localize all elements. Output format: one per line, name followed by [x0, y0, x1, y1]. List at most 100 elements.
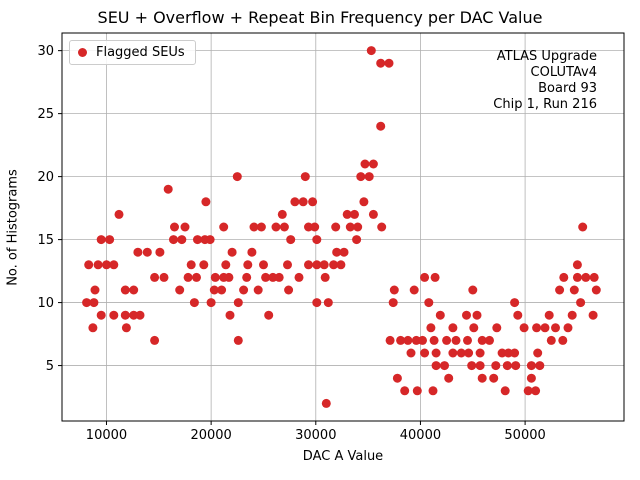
data-point	[448, 323, 458, 333]
data-point	[312, 235, 322, 245]
data-point	[84, 260, 94, 270]
data-point	[523, 386, 533, 396]
data-point	[227, 247, 237, 257]
data-point	[352, 235, 362, 245]
data-point	[440, 361, 449, 371]
data-point	[510, 298, 520, 308]
data-point	[155, 247, 165, 257]
data-point	[321, 398, 331, 408]
data-point	[233, 298, 243, 308]
data-point	[93, 260, 103, 270]
data-point	[424, 298, 434, 308]
annotation-block: ATLAS Upgrade COLUTAv4 Board 93 Chip 1, …	[493, 49, 597, 113]
data-point	[591, 285, 601, 295]
data-point	[336, 260, 346, 270]
data-point	[205, 235, 215, 245]
data-point	[96, 235, 106, 245]
data-point	[243, 260, 253, 270]
legend-marker-icon	[78, 48, 87, 57]
data-point	[277, 209, 287, 219]
data-point	[332, 247, 342, 257]
data-point	[350, 209, 359, 219]
data-point	[396, 335, 406, 345]
data-point	[475, 361, 485, 371]
annotation-line: Chip 1, Run 216	[493, 97, 597, 112]
data-point	[544, 310, 554, 320]
y-tick-label: 25	[37, 107, 54, 122]
data-point	[175, 285, 185, 295]
data-point	[469, 323, 479, 333]
data-point	[364, 172, 374, 182]
data-point	[428, 386, 438, 396]
data-point	[312, 298, 322, 308]
data-point	[464, 348, 474, 358]
data-point	[559, 272, 569, 282]
data-point	[551, 323, 560, 333]
data-point	[284, 285, 294, 295]
data-point	[312, 260, 322, 270]
data-point	[342, 209, 352, 219]
data-point	[163, 184, 173, 194]
data-point	[150, 335, 160, 345]
data-point	[142, 247, 152, 257]
data-point	[183, 272, 193, 282]
data-point	[467, 361, 477, 371]
data-point	[388, 298, 398, 308]
data-point	[331, 222, 341, 232]
data-point	[300, 172, 310, 182]
data-point	[120, 285, 130, 295]
data-point	[129, 310, 139, 320]
data-point	[572, 272, 582, 282]
data-point	[193, 235, 202, 245]
data-point	[308, 197, 318, 207]
data-point	[456, 348, 466, 358]
chart-title: SEU + Overflow + Repeat Bin Frequency pe…	[97, 8, 543, 27]
data-point	[569, 285, 579, 295]
x-tick-label: 20000	[190, 428, 231, 443]
data-point	[133, 247, 143, 257]
data-point	[376, 121, 386, 131]
data-point	[360, 159, 370, 169]
data-point	[497, 348, 507, 358]
data-point	[88, 323, 98, 333]
data-point	[209, 285, 219, 295]
y-axis-label: No. of Histograms	[5, 169, 21, 286]
data-point	[210, 272, 220, 282]
data-point	[192, 272, 201, 282]
data-point	[253, 285, 263, 295]
data-point	[109, 260, 119, 270]
data-point	[290, 197, 300, 207]
annotation-line: Board 93	[538, 81, 597, 96]
data-point	[259, 260, 268, 270]
x-axis-label: DAC A Value	[302, 449, 384, 464]
data-point	[239, 285, 249, 295]
data-point	[206, 298, 216, 308]
data-point	[435, 310, 445, 320]
data-point	[359, 197, 369, 207]
y-tick-label: 5	[46, 359, 54, 374]
data-point	[535, 361, 545, 371]
data-point	[472, 310, 482, 320]
data-point	[411, 335, 421, 345]
data-point	[477, 373, 487, 383]
data-point	[477, 335, 487, 345]
data-point	[221, 260, 231, 270]
data-point	[135, 310, 145, 320]
data-point	[555, 285, 565, 295]
data-point	[129, 285, 139, 295]
data-point	[261, 272, 271, 282]
data-point	[489, 373, 499, 383]
data-point	[532, 323, 542, 333]
axes-frame	[61, 32, 625, 422]
data-point	[256, 222, 266, 232]
y-tick-label: 30	[37, 44, 54, 59]
y-tick-label: 20	[37, 170, 54, 185]
data-point	[286, 235, 296, 245]
data-point	[323, 298, 333, 308]
data-point	[368, 209, 378, 219]
data-point	[180, 222, 190, 232]
data-point	[170, 222, 179, 232]
data-point	[406, 348, 416, 358]
data-point	[90, 285, 100, 295]
data-point	[150, 272, 160, 282]
